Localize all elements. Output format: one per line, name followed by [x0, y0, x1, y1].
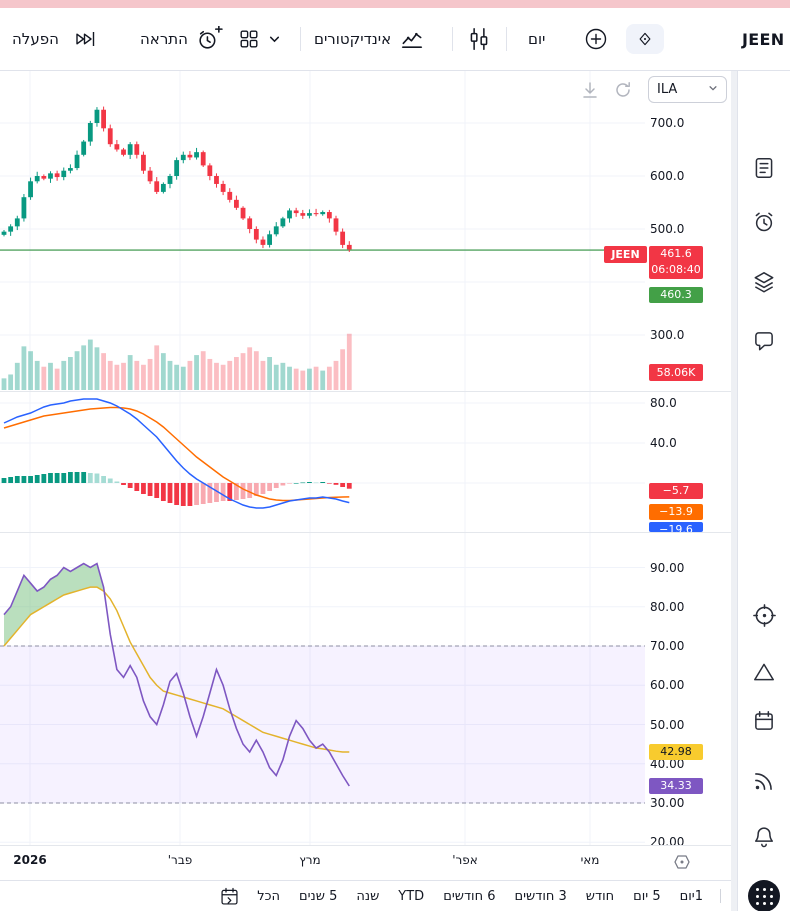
- prev-close-tag: 460.3: [649, 287, 703, 303]
- timeframe-button[interactable]: 5 שנים: [299, 888, 338, 904]
- pane-separator[interactable]: [0, 532, 731, 533]
- grid-layout-icon: [238, 28, 260, 50]
- main-toolbar: הפעלה התראה: [0, 8, 790, 71]
- refresh-icon[interactable]: [613, 80, 633, 104]
- axis-tick-label: 20.00: [650, 835, 685, 850]
- timeframe-button[interactable]: חודש: [585, 888, 615, 904]
- symbol-search-button[interactable]: [626, 8, 664, 70]
- time-tick-label: אפר': [452, 853, 478, 867]
- indicators-chart-icon: [399, 26, 425, 52]
- time-axis-separator: [0, 845, 731, 846]
- alarm-plus-icon: [196, 25, 223, 53]
- stoch-k-tag: 34.33: [649, 778, 703, 794]
- timeframe-button[interactable]: הכל: [257, 888, 280, 904]
- toolbar-separator: [506, 27, 507, 51]
- layout-chevron[interactable]: [268, 8, 281, 70]
- symbol-line-tag: JEEN: [604, 246, 647, 263]
- axis-tick-label: 300.0: [650, 328, 685, 342]
- timeframe-button[interactable]: 5 יום: [633, 888, 661, 904]
- plus-circle-icon: [584, 27, 608, 51]
- symbol-logo-icon: [626, 24, 664, 54]
- macd-pane-canvas[interactable]: [0, 392, 731, 533]
- chevron-down-icon: [708, 82, 718, 97]
- axis-tick-label: 50.00: [650, 717, 685, 732]
- object-tree-layers-icon[interactable]: [750, 268, 778, 296]
- axis-tick-label: 70.00: [650, 639, 685, 653]
- time-tick-label: מרץ: [299, 853, 321, 867]
- calendar-goto-icon: [221, 887, 238, 905]
- indicators-button[interactable]: אינדיקטורים: [314, 8, 425, 70]
- compare-symbol-select[interactable]: ILA: [648, 76, 727, 103]
- time-tick-label: 2026: [13, 853, 47, 867]
- symbol-title[interactable]: JEEN: [742, 29, 785, 49]
- watchlist-icon[interactable]: [750, 154, 778, 182]
- playback-label: הפעלה: [12, 30, 59, 48]
- timeframe-button[interactable]: YTD: [398, 888, 425, 904]
- layout-button[interactable]: [238, 8, 260, 70]
- timeframe-button[interactable]: 3 חודשים: [514, 888, 567, 904]
- chart-style-button[interactable]: [466, 8, 492, 70]
- interval-label: יום: [528, 30, 546, 48]
- chat-icon[interactable]: [750, 327, 778, 355]
- notifications-bell-icon[interactable]: [750, 823, 778, 851]
- time-tick-label: פבר': [167, 853, 193, 867]
- axis-tick-label: 60.00: [650, 678, 685, 693]
- timeframe-button[interactable]: 6 חודשים: [443, 888, 496, 904]
- interval-button[interactable]: יום: [528, 8, 545, 70]
- pane-separator[interactable]: [0, 391, 731, 392]
- right-sidebar: ?: [737, 70, 790, 911]
- macd-hist-tag: −5.7: [649, 483, 703, 499]
- timeframe-bar: 1יום 5 יום חודש 3 חודשים 6 חודשים YTD שנה 5 שני…: [0, 880, 731, 911]
- compare-add-button[interactable]: [584, 8, 608, 70]
- axis-tick-label: 90.00: [650, 560, 685, 575]
- indicators-label: אינדיקטורים: [314, 30, 392, 48]
- apps-grid-icon[interactable]: [748, 880, 780, 911]
- chart-scrollbar[interactable]: [731, 70, 737, 911]
- download-icon[interactable]: [580, 80, 600, 104]
- stoch-d-tag: 42.98: [649, 744, 703, 760]
- stochastic-pane-canvas[interactable]: [0, 533, 731, 845]
- browser-edge-strip: [0, 0, 790, 8]
- macd-signal-tag: −13.9: [649, 504, 703, 520]
- timeframe-button[interactable]: 1יום: [679, 888, 703, 904]
- replay-icon: [74, 27, 98, 51]
- streams-signal-icon[interactable]: [750, 767, 778, 795]
- bar-countdown: 06:08:40: [651, 263, 701, 276]
- timeframe-button[interactable]: שנה: [356, 888, 380, 904]
- axis-tick-label: 40.0: [650, 436, 677, 450]
- axis-tick-label: 80.00: [650, 599, 685, 614]
- toolbar-separator: [300, 27, 301, 51]
- axis-tick-label: 80.0: [650, 396, 677, 410]
- axis-tick-label: 700.0: [650, 116, 685, 130]
- macd-line-tag: −19.6: [649, 522, 703, 532]
- toolbar-separator: [452, 27, 453, 51]
- alert-button[interactable]: התראה: [140, 8, 223, 70]
- axis-tick-label: 40.00: [650, 756, 685, 771]
- axis-tick-label: 30.00: [650, 796, 685, 810]
- axis-tick-label: 600.0: [650, 169, 685, 183]
- playback-button[interactable]: הפעלה: [12, 8, 59, 70]
- last-price-tag: 461.6 06:08:40: [649, 246, 703, 279]
- alerts-clock-icon[interactable]: [750, 208, 778, 236]
- axis-tick-label: 500.0: [650, 222, 685, 236]
- replay-button[interactable]: [74, 8, 98, 70]
- calendar-icon[interactable]: [750, 707, 778, 735]
- alert-label: התראה: [140, 30, 188, 48]
- timeframe-separator: [720, 889, 721, 903]
- hotlists-target-icon[interactable]: [750, 601, 778, 629]
- compare-symbol-value: ILA: [657, 82, 678, 97]
- price-pane-canvas[interactable]: [0, 70, 731, 392]
- volume-tag: 58.06K: [649, 364, 703, 381]
- last-price-value: 461.6: [660, 247, 692, 260]
- ideas-triangle-icon[interactable]: [750, 658, 778, 686]
- go-to-date-button[interactable]: [219, 886, 240, 907]
- chevron-down-icon: [268, 33, 281, 46]
- axis-settings-icon[interactable]: [672, 852, 692, 876]
- time-tick-label: מאי: [580, 853, 600, 867]
- candlestick-style-icon: [466, 26, 492, 52]
